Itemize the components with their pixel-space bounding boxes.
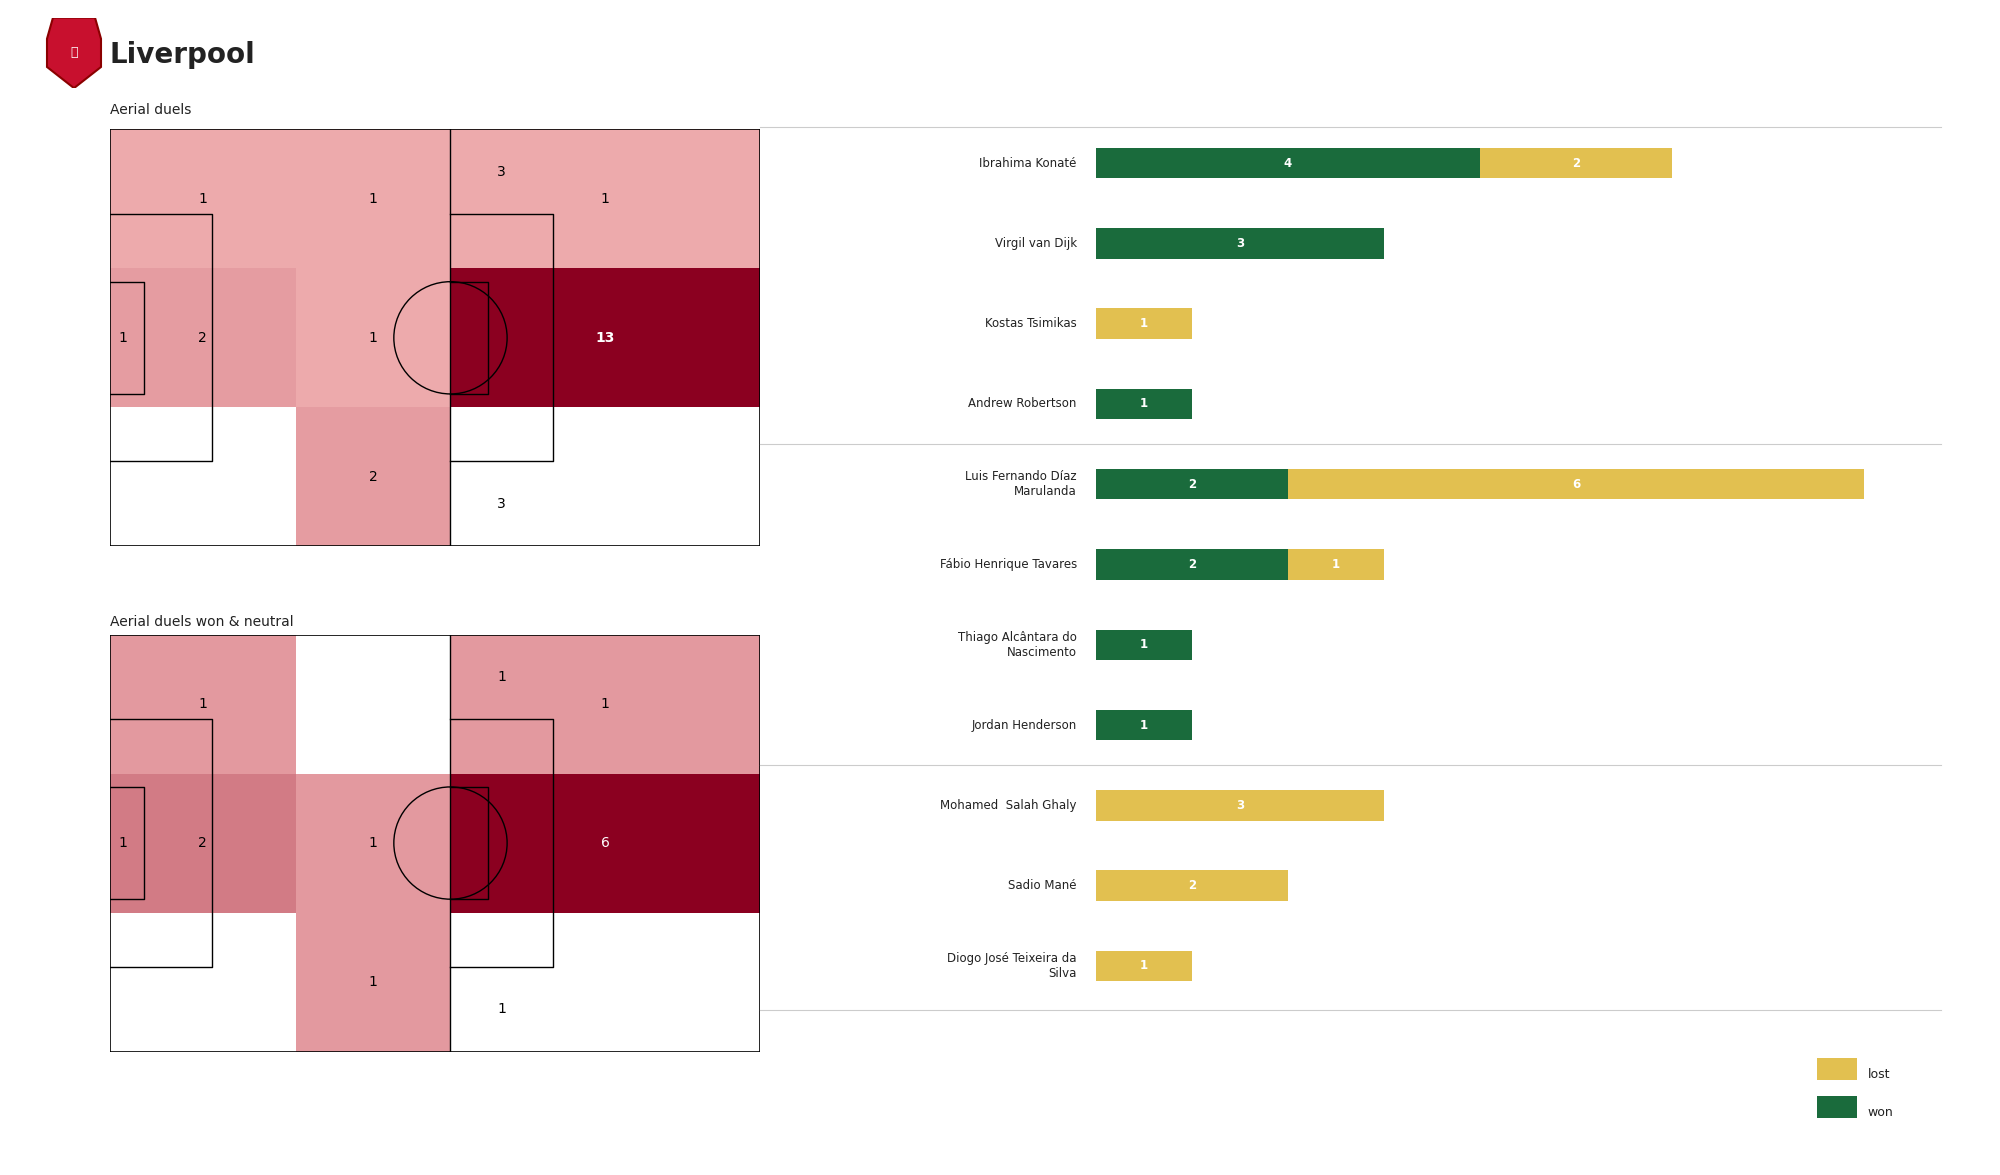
Text: 2: 2 [368, 470, 378, 484]
Bar [1816, 1058, 1856, 1080]
Text: Aerial duels won & neutral: Aerial duels won & neutral [110, 615, 294, 629]
Text: 3: 3 [498, 497, 506, 511]
Text: 1: 1 [1140, 397, 1148, 410]
Bar [1096, 710, 1192, 740]
Text: Diogo José Teixeira da
Silva: Diogo José Teixeira da Silva [948, 952, 1076, 980]
Bar [296, 773, 450, 913]
Text: 2: 2 [198, 837, 208, 850]
Text: 1: 1 [368, 331, 378, 344]
Text: 1: 1 [1140, 959, 1148, 973]
Bar [110, 913, 296, 1052]
Bar [450, 268, 760, 408]
Text: Kostas Tsimikas: Kostas Tsimikas [986, 317, 1076, 330]
Text: 2: 2 [1188, 478, 1196, 491]
Bar [296, 634, 450, 773]
Text: Fábio Henrique Tavares: Fábio Henrique Tavares [940, 558, 1076, 571]
Text: 13: 13 [596, 331, 614, 344]
Bar [1096, 630, 1192, 660]
Text: Thiago Alcântara do
Nascimento: Thiago Alcântara do Nascimento [958, 631, 1076, 659]
Text: Jordan Henderson: Jordan Henderson [972, 719, 1076, 732]
Bar [110, 268, 296, 408]
Text: 1: 1 [498, 670, 506, 684]
Text: Virgil van Dijk: Virgil van Dijk [994, 237, 1076, 250]
Text: lost: lost [1868, 1068, 1890, 1081]
Bar [450, 129, 760, 268]
Bar [110, 634, 296, 773]
Bar [296, 129, 450, 268]
Text: 1: 1 [198, 697, 208, 711]
Text: Liverpool: Liverpool [110, 41, 256, 69]
Bar [1096, 951, 1192, 981]
Text: 2: 2 [1188, 879, 1196, 892]
Bar [296, 408, 450, 546]
Bar [1096, 790, 1384, 820]
Bar [1096, 389, 1192, 419]
Bar [450, 634, 760, 773]
Bar [296, 268, 450, 408]
Bar [1288, 549, 1384, 579]
Bar [1816, 1096, 1856, 1119]
Text: Andrew Robertson: Andrew Robertson [968, 397, 1076, 410]
Text: Luis Fernando Díaz
Marulanda: Luis Fernando Díaz Marulanda [966, 470, 1076, 498]
Bar [450, 913, 760, 1052]
Text: 1: 1 [368, 837, 378, 850]
Text: 1: 1 [498, 1002, 506, 1016]
Polygon shape [48, 18, 100, 88]
Text: 1: 1 [198, 192, 208, 206]
Text: 1: 1 [368, 975, 378, 989]
Bar [1096, 148, 1480, 179]
Text: 1: 1 [1140, 317, 1148, 330]
Text: 1: 1 [118, 331, 126, 344]
Bar [1096, 308, 1192, 338]
Text: ⚽: ⚽ [70, 46, 78, 60]
Text: 1: 1 [600, 192, 610, 206]
Text: 3: 3 [498, 165, 506, 179]
Text: 1: 1 [1140, 638, 1148, 651]
Bar [1096, 549, 1288, 579]
Text: 1: 1 [1332, 558, 1340, 571]
Bar [110, 408, 296, 546]
Text: 1: 1 [118, 837, 126, 850]
Bar [110, 773, 296, 913]
Text: 2: 2 [198, 331, 208, 344]
Text: 1: 1 [1140, 719, 1148, 732]
Bar [1096, 469, 1288, 499]
Text: Ibrahima Konaté: Ibrahima Konaté [980, 156, 1076, 169]
Bar [1096, 871, 1288, 901]
Text: Mohamed  Salah Ghaly: Mohamed Salah Ghaly [940, 799, 1076, 812]
Text: 2: 2 [1188, 558, 1196, 571]
Bar [1288, 469, 1864, 499]
Bar [296, 913, 450, 1052]
Bar [110, 129, 296, 268]
Text: 3: 3 [1236, 237, 1244, 250]
Bar [450, 408, 760, 546]
Text: Aerial duels: Aerial duels [110, 103, 192, 118]
Text: 6: 6 [600, 837, 610, 850]
Text: 1: 1 [368, 192, 378, 206]
Text: 1: 1 [600, 697, 610, 711]
Text: Sadio Mané: Sadio Mané [1008, 879, 1076, 892]
Bar [1096, 228, 1384, 258]
Text: 6: 6 [1572, 478, 1580, 491]
Bar [450, 773, 760, 913]
Text: won: won [1868, 1106, 1894, 1119]
Bar [1480, 148, 1672, 179]
Text: 4: 4 [1284, 156, 1292, 169]
Text: 2: 2 [1572, 156, 1580, 169]
Text: 3: 3 [1236, 799, 1244, 812]
